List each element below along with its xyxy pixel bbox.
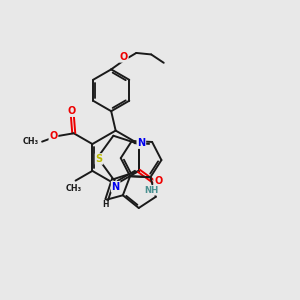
Text: H: H bbox=[102, 200, 108, 209]
Text: N: N bbox=[137, 138, 146, 148]
Text: O: O bbox=[120, 52, 128, 62]
Text: S: S bbox=[95, 154, 103, 164]
Text: O: O bbox=[49, 131, 58, 141]
Text: O: O bbox=[154, 176, 162, 186]
Text: N: N bbox=[112, 182, 120, 192]
Text: O: O bbox=[68, 106, 76, 116]
Text: NH: NH bbox=[144, 186, 158, 195]
Text: CH₃: CH₃ bbox=[22, 137, 38, 146]
Text: CH₃: CH₃ bbox=[66, 184, 82, 193]
